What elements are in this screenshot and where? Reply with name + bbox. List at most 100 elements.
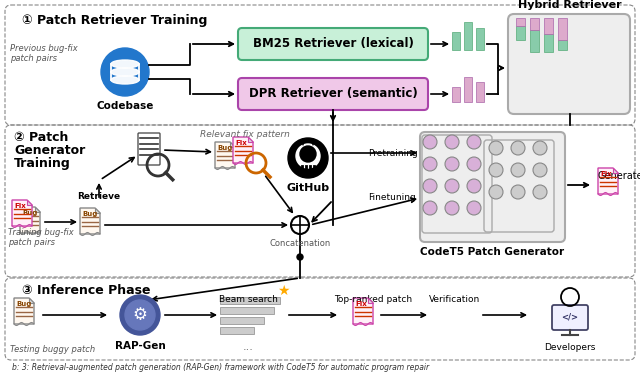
Polygon shape bbox=[20, 207, 40, 233]
Text: Beam search: Beam search bbox=[219, 295, 277, 304]
Polygon shape bbox=[230, 142, 235, 147]
Circle shape bbox=[423, 201, 437, 215]
Circle shape bbox=[511, 163, 525, 177]
Bar bbox=[452, 87, 460, 102]
Polygon shape bbox=[233, 137, 253, 163]
Text: Finetuning: Finetuning bbox=[368, 194, 416, 203]
Bar bbox=[558, 40, 567, 50]
Text: Developers: Developers bbox=[544, 343, 596, 352]
Bar bbox=[530, 18, 539, 30]
Text: Generate: Generate bbox=[597, 171, 640, 181]
Bar bbox=[476, 82, 484, 102]
Bar bbox=[220, 296, 280, 304]
Text: Testing buggy patch: Testing buggy patch bbox=[10, 345, 95, 354]
Circle shape bbox=[511, 185, 525, 199]
Bar bbox=[464, 77, 472, 102]
Bar bbox=[544, 34, 553, 52]
Circle shape bbox=[101, 48, 149, 96]
Circle shape bbox=[291, 216, 309, 234]
Polygon shape bbox=[613, 168, 618, 173]
Circle shape bbox=[296, 144, 320, 168]
Text: Verification: Verification bbox=[429, 295, 481, 304]
Text: Previous bug-fix
patch pairs: Previous bug-fix patch pairs bbox=[10, 44, 77, 64]
Bar bbox=[558, 18, 567, 40]
Polygon shape bbox=[27, 200, 32, 205]
Circle shape bbox=[467, 201, 481, 215]
Text: Hybrid Retriever: Hybrid Retriever bbox=[518, 0, 622, 10]
Circle shape bbox=[467, 157, 481, 171]
Text: RAP-Gen: RAP-Gen bbox=[115, 341, 165, 351]
FancyBboxPatch shape bbox=[420, 132, 565, 242]
Polygon shape bbox=[95, 208, 100, 213]
Bar bbox=[544, 18, 553, 34]
Polygon shape bbox=[80, 208, 100, 234]
Polygon shape bbox=[215, 142, 235, 168]
Bar bbox=[220, 316, 264, 324]
Text: Concatenation: Concatenation bbox=[269, 239, 331, 248]
Text: Fix: Fix bbox=[14, 203, 26, 209]
Text: ① Patch Retriever Training: ① Patch Retriever Training bbox=[22, 14, 207, 27]
Circle shape bbox=[300, 146, 316, 162]
Circle shape bbox=[533, 163, 547, 177]
Circle shape bbox=[423, 135, 437, 149]
Circle shape bbox=[467, 179, 481, 193]
Polygon shape bbox=[310, 140, 316, 146]
Text: Bug: Bug bbox=[82, 211, 97, 217]
Circle shape bbox=[445, 135, 459, 149]
Bar bbox=[530, 30, 539, 52]
Circle shape bbox=[445, 201, 459, 215]
Bar bbox=[516, 18, 525, 26]
Polygon shape bbox=[12, 200, 32, 226]
FancyBboxPatch shape bbox=[138, 133, 160, 165]
Text: Fix: Fix bbox=[600, 171, 612, 177]
Circle shape bbox=[120, 295, 160, 335]
Circle shape bbox=[533, 141, 547, 155]
Text: ★: ★ bbox=[276, 284, 289, 298]
Polygon shape bbox=[14, 298, 34, 324]
Text: Bug: Bug bbox=[16, 301, 31, 307]
Circle shape bbox=[511, 141, 525, 155]
Text: Training bug-fix
patch pairs: Training bug-fix patch pairs bbox=[8, 228, 74, 247]
Text: Bug: Bug bbox=[217, 145, 232, 151]
Polygon shape bbox=[368, 298, 373, 303]
Circle shape bbox=[533, 185, 547, 199]
Circle shape bbox=[467, 135, 481, 149]
Text: Relevant fix pattern: Relevant fix pattern bbox=[200, 130, 290, 139]
Text: Generator: Generator bbox=[14, 144, 85, 157]
Text: Fix: Fix bbox=[355, 301, 367, 307]
Circle shape bbox=[423, 179, 437, 193]
Circle shape bbox=[423, 157, 437, 171]
Text: ⚙: ⚙ bbox=[132, 306, 147, 324]
Ellipse shape bbox=[111, 76, 139, 84]
Text: Top-ranked patch: Top-ranked patch bbox=[334, 295, 412, 304]
Text: DPR Retriever (semantic): DPR Retriever (semantic) bbox=[248, 87, 417, 101]
Text: Fix: Fix bbox=[235, 140, 247, 146]
Polygon shape bbox=[29, 298, 34, 303]
Text: </>: </> bbox=[561, 313, 579, 322]
FancyBboxPatch shape bbox=[552, 305, 588, 330]
Text: CodeT5 Patch Generator: CodeT5 Patch Generator bbox=[420, 247, 564, 257]
Text: GitHub: GitHub bbox=[287, 183, 330, 193]
Text: ...: ... bbox=[243, 342, 253, 352]
Polygon shape bbox=[598, 168, 618, 194]
Text: Retrieve: Retrieve bbox=[77, 192, 120, 201]
FancyBboxPatch shape bbox=[238, 28, 428, 60]
Ellipse shape bbox=[111, 68, 139, 76]
Circle shape bbox=[489, 163, 503, 177]
Circle shape bbox=[445, 157, 459, 171]
FancyBboxPatch shape bbox=[508, 14, 630, 114]
Bar bbox=[452, 32, 460, 50]
Polygon shape bbox=[248, 137, 253, 142]
Text: BM25 Retriever (lexical): BM25 Retriever (lexical) bbox=[253, 37, 413, 51]
Text: Pretraining: Pretraining bbox=[368, 149, 418, 158]
Bar bbox=[516, 26, 525, 40]
FancyBboxPatch shape bbox=[238, 78, 428, 110]
Circle shape bbox=[489, 141, 503, 155]
Text: Codebase: Codebase bbox=[96, 101, 154, 111]
Text: b: 3: Retrieval-augmented patch generation (RAP-Gen) framework with CodeT5 for a: b: 3: Retrieval-augmented patch generati… bbox=[12, 363, 429, 372]
Circle shape bbox=[445, 179, 459, 193]
Bar bbox=[464, 22, 472, 50]
Text: ③ Inference Phase: ③ Inference Phase bbox=[22, 284, 150, 297]
Text: ② Patch: ② Patch bbox=[14, 131, 68, 144]
Circle shape bbox=[288, 138, 328, 178]
